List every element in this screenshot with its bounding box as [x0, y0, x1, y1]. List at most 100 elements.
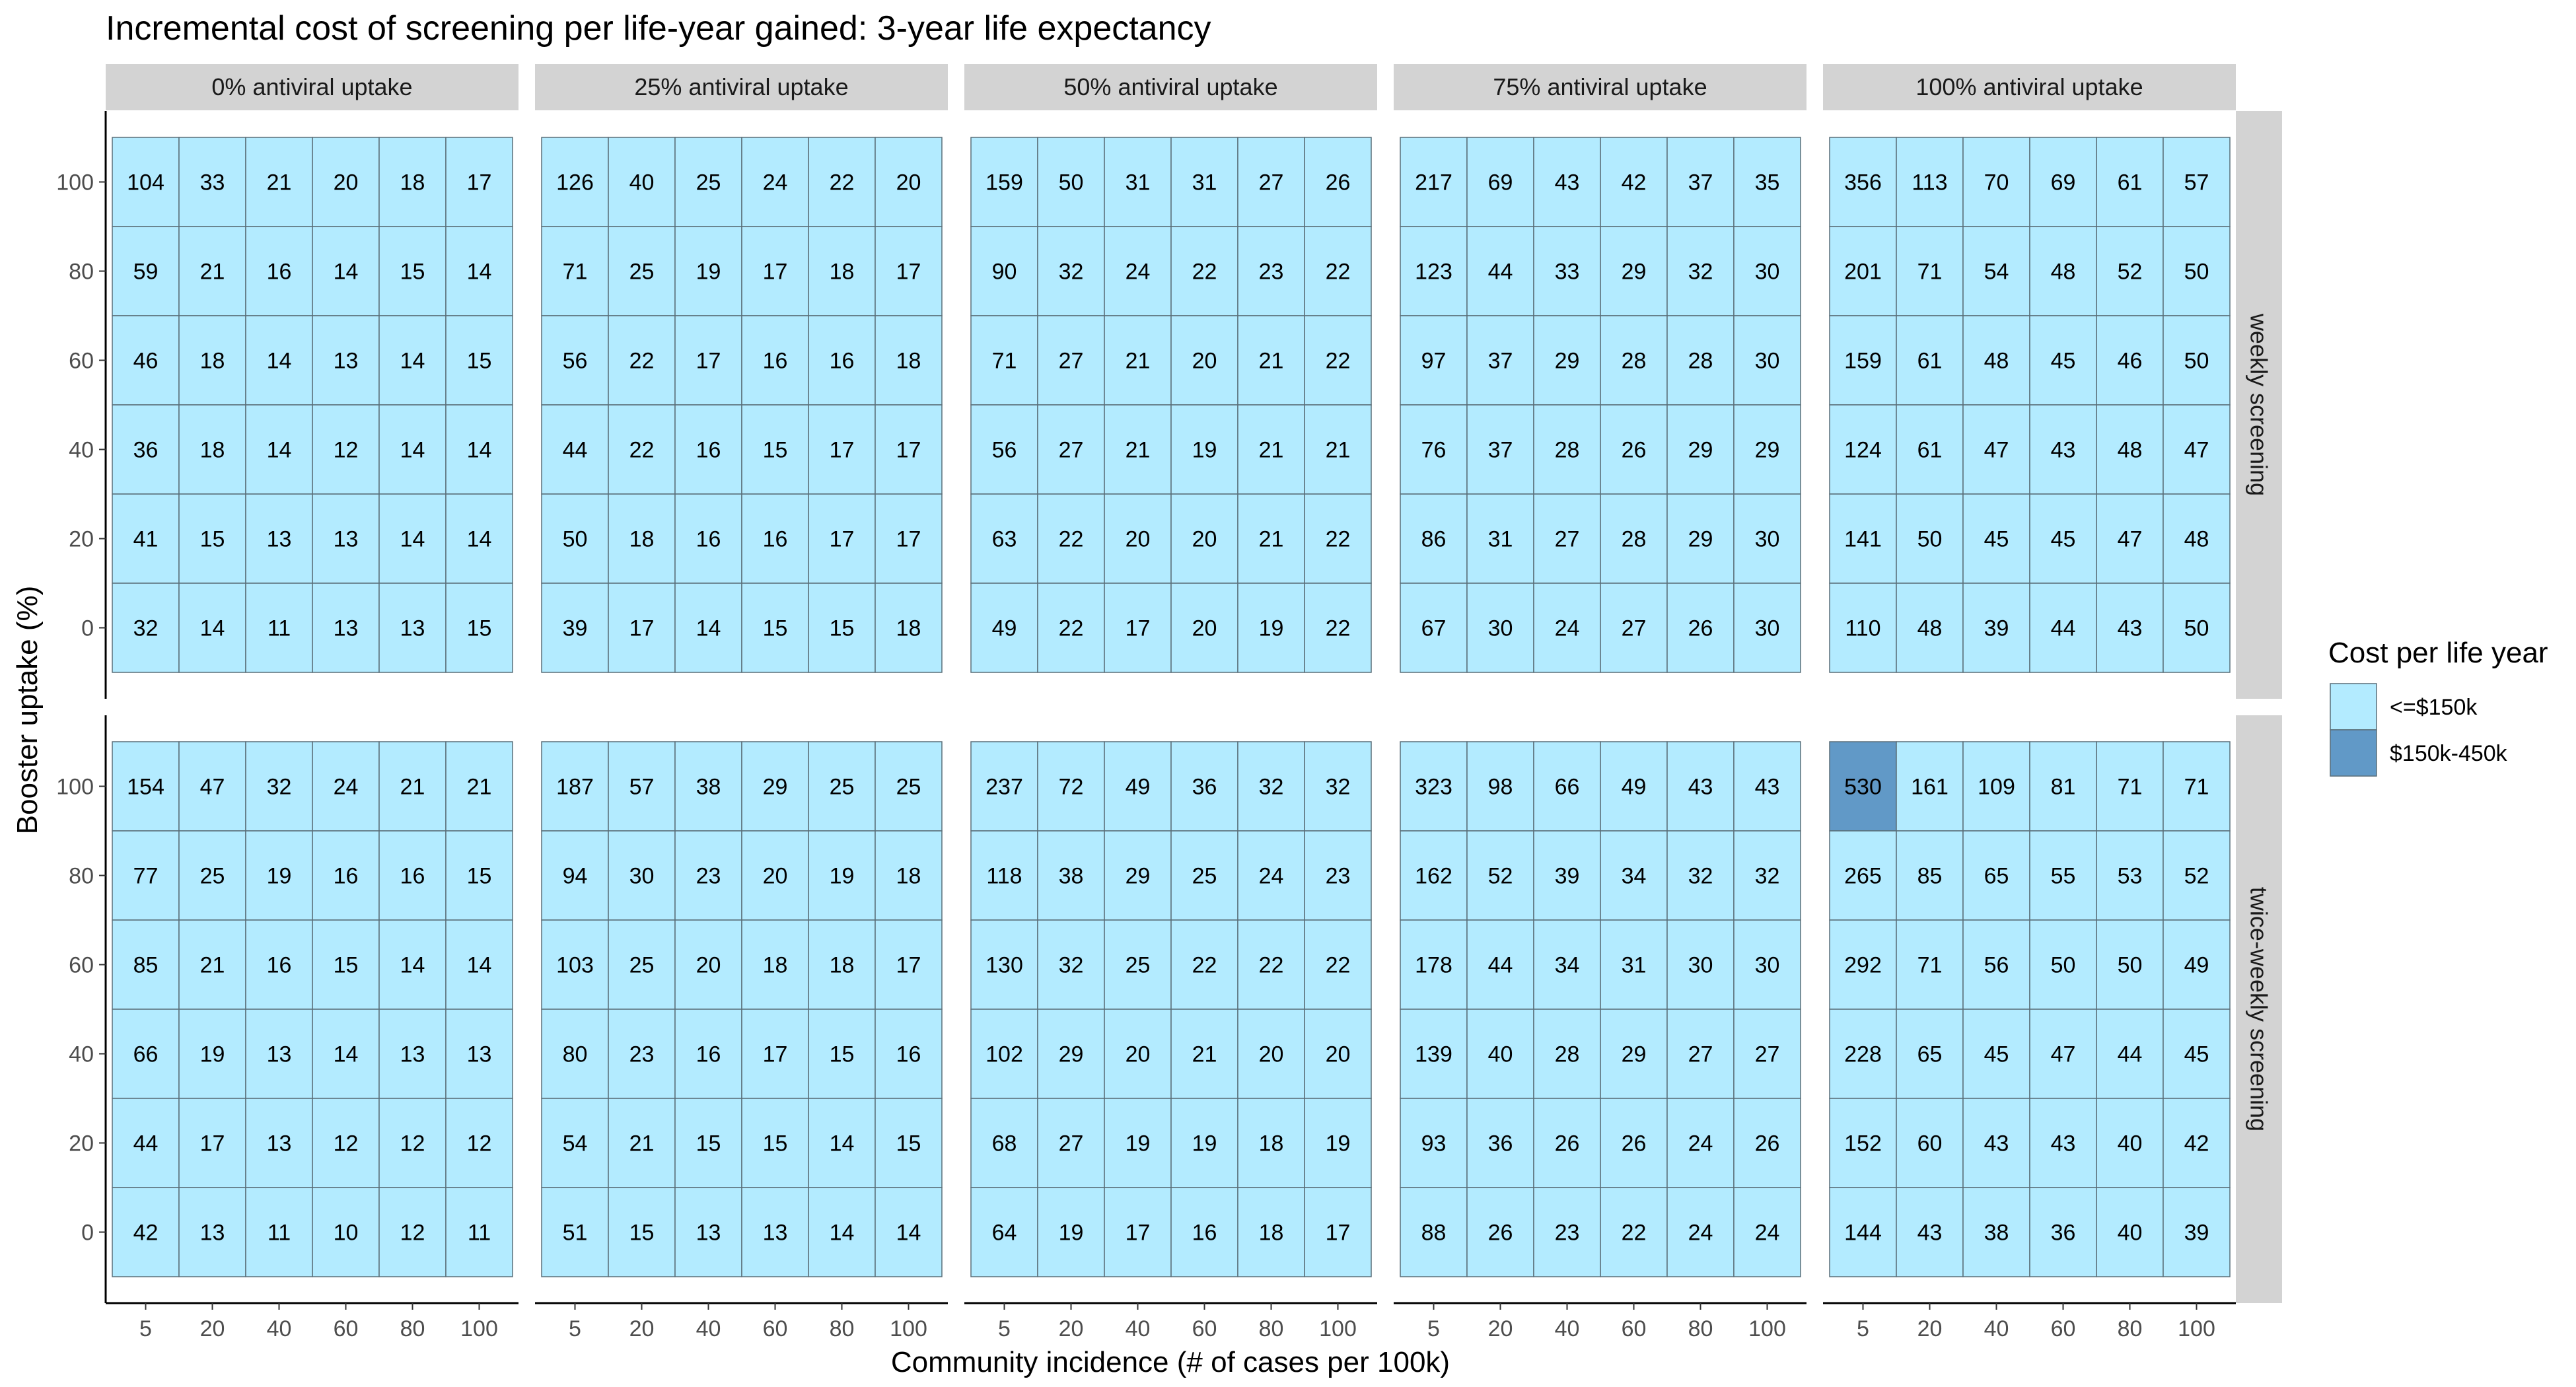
- cell-value-label: 323: [1415, 775, 1452, 800]
- cell-value-label: 25: [1126, 953, 1151, 978]
- heatmap-panel: 530 161 109 81 71 71 265 85 65 55 53 52 292 71 56 50 50 4…: [1829, 741, 2231, 1277]
- cell-value-label: 113: [1912, 170, 1947, 196]
- heatmap-cell: [1733, 1187, 1801, 1277]
- cell-value-label: 71: [1917, 260, 1943, 285]
- heatmap-cell: [1237, 137, 1305, 227]
- heatmap-cell: [1104, 404, 1172, 495]
- heatmap-cell: [378, 493, 447, 584]
- cell-value-label: 50: [2184, 616, 2209, 641]
- x-tick-label: 40: [1126, 1316, 1151, 1341]
- heatmap-cell: [1304, 1187, 1372, 1277]
- cell-value-label: 32: [1755, 864, 1780, 889]
- heatmap-cell: [741, 1187, 809, 1277]
- col-facet-strip: 50% antiviral uptake: [964, 64, 1377, 110]
- heatmap-cell: [1037, 919, 1105, 1010]
- cell-value-label: 40: [2118, 1221, 2143, 1246]
- cell-value-label: 30: [629, 864, 655, 889]
- col-facet-strip: 100% antiviral uptake: [1823, 64, 2236, 110]
- heatmap-cell: [245, 830, 313, 921]
- cell-value-label: 13: [334, 349, 359, 374]
- cell-value-label: 15: [334, 953, 359, 978]
- cell-value-label: 25: [1192, 864, 1217, 889]
- heatmap-cell: [1666, 137, 1735, 227]
- y-tick-label: 60: [69, 349, 94, 374]
- cell-value-label: 48: [2184, 527, 2209, 552]
- cell-value-label: 15: [696, 1131, 721, 1156]
- cell-value-label: 22: [1622, 1221, 1647, 1246]
- heatmap-cell: [1104, 1187, 1172, 1277]
- heatmap-cell: [2163, 493, 2231, 584]
- cell-value-label: 28: [1555, 1042, 1580, 1067]
- cell-value-label: 30: [1755, 260, 1780, 285]
- cell-value-label: 154: [127, 775, 164, 800]
- heatmap-cell: [608, 404, 676, 495]
- col-facet-label: 0% antiviral uptake: [211, 73, 412, 100]
- heatmap-cell: [2029, 1187, 2097, 1277]
- heatmap-cell: [741, 583, 809, 673]
- heatmap-cell: [1829, 315, 1897, 406]
- cell-value-label: 16: [400, 864, 425, 889]
- cell-value-label: 18: [763, 953, 788, 978]
- heatmap-cell: [2029, 583, 2097, 673]
- heatmap-cell: [112, 1187, 180, 1277]
- cell-value-label: 201: [1844, 260, 1882, 285]
- cell-value-label: 17: [763, 1042, 788, 1067]
- heatmap-cell: [1896, 493, 1964, 584]
- cell-value-label: 13: [200, 1221, 225, 1246]
- cell-value-label: 14: [467, 438, 492, 463]
- heatmap-cell: [1533, 1187, 1601, 1277]
- heatmap-cell: [1666, 830, 1735, 921]
- cell-value-label: 48: [2051, 260, 2076, 285]
- cell-value-label: 123: [1415, 260, 1452, 285]
- cell-value-label: 19: [1126, 1131, 1151, 1156]
- cell-value-label: 24: [1755, 1221, 1780, 1246]
- cell-value-label: 41: [133, 527, 159, 552]
- cell-value-label: 13: [267, 1131, 292, 1156]
- heatmap-cell: [2096, 493, 2164, 584]
- heatmap-cell: [1896, 741, 1964, 832]
- x-tick-label: 100: [890, 1316, 927, 1341]
- cell-value-label: 18: [1259, 1221, 1284, 1246]
- cell-value-label: 20: [1192, 527, 1217, 552]
- cell-value-label: 18: [896, 616, 921, 641]
- heatmap-cell: [875, 1009, 943, 1099]
- heatmap-cell: [2096, 315, 2164, 406]
- cell-value-label: 23: [696, 864, 721, 889]
- x-axis: 5 20 40 60 80 100: [1823, 1302, 2236, 1341]
- heatmap-cell: [1829, 1009, 1897, 1099]
- cell-value-label: 118: [986, 864, 1022, 889]
- cell-value-label: 16: [696, 527, 721, 552]
- cell-value-label: 50: [1917, 527, 1943, 552]
- heatmap-cell: [1304, 226, 1372, 316]
- heatmap-cell: [741, 1098, 809, 1188]
- cell-value-label: 13: [467, 1042, 492, 1067]
- heatmap-cell: [2163, 1009, 2231, 1099]
- heatmap-cell: [2096, 226, 2164, 316]
- cell-value-label: 44: [1488, 260, 1513, 285]
- y-tick-label: 40: [69, 1042, 94, 1067]
- y-tick-label: 60: [69, 953, 94, 978]
- heatmap-cell: [1829, 583, 1897, 673]
- cell-value-label: 33: [200, 170, 225, 196]
- cell-value-label: 25: [896, 775, 921, 800]
- legend-swatch: [2330, 683, 2377, 730]
- heatmap-cell: [674, 493, 742, 584]
- heatmap-cell: [1304, 315, 1372, 406]
- cell-value-label: 126: [556, 170, 594, 196]
- cell-value-label: 11: [268, 616, 291, 641]
- cell-value-label: 15: [830, 1042, 855, 1067]
- heatmap-cell: [1400, 1187, 1468, 1277]
- cell-value-label: 15: [467, 349, 492, 374]
- cell-value-label: 46: [2118, 349, 2143, 374]
- heatmap-cell: [1733, 315, 1801, 406]
- row-facet-label: weekly screening: [2246, 313, 2273, 496]
- cell-value-label: 32: [1059, 260, 1084, 285]
- cell-value-label: 13: [334, 616, 359, 641]
- cell-value-label: 33: [1555, 260, 1580, 285]
- cell-value-label: 53: [2118, 864, 2143, 889]
- x-tick-label: 60: [1192, 1316, 1217, 1341]
- heatmap-cell: [1170, 493, 1238, 584]
- heatmap-cell: [2029, 741, 2097, 832]
- cell-value-label: 32: [1059, 953, 1084, 978]
- heatmap-cell: [1666, 226, 1735, 316]
